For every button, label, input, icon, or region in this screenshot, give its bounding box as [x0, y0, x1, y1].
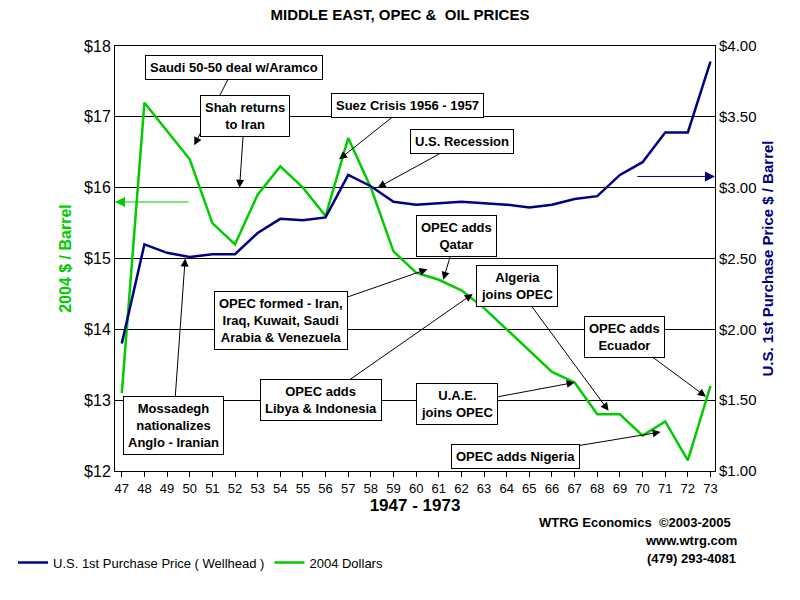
- svg-text:62: 62: [454, 481, 468, 496]
- svg-text:$17: $17: [84, 108, 111, 125]
- svg-text:71: 71: [658, 481, 672, 496]
- svg-text:Algeriajoins OPEC: Algeriajoins OPEC: [481, 270, 553, 302]
- svg-text:$1.50: $1.50: [719, 391, 757, 408]
- svg-text:63: 63: [477, 481, 491, 496]
- svg-text:65: 65: [522, 481, 536, 496]
- svg-text:68: 68: [590, 481, 604, 496]
- svg-text:70: 70: [635, 481, 649, 496]
- svg-text:$2.50: $2.50: [719, 250, 757, 267]
- svg-text:(479) 293-4081: (479) 293-4081: [647, 551, 736, 566]
- svg-text:OPEC addsQatar: OPEC addsQatar: [421, 220, 492, 252]
- svg-text:48: 48: [137, 481, 151, 496]
- svg-text:64: 64: [499, 481, 513, 496]
- svg-text:56: 56: [318, 481, 332, 496]
- svg-text:73: 73: [703, 481, 717, 496]
- svg-text:$14: $14: [84, 321, 111, 338]
- svg-text:1947 - 1973: 1947 - 1973: [370, 496, 461, 515]
- svg-text:$18: $18: [84, 38, 111, 55]
- svg-text:72: 72: [681, 481, 695, 496]
- svg-text:$16: $16: [84, 179, 111, 196]
- svg-text:2004 Dollars: 2004 Dollars: [309, 556, 382, 571]
- svg-text:49: 49: [160, 481, 174, 496]
- svg-text:MIDDLE EAST, OPEC & OIL PRICE: MIDDLE EAST, OPEC & OIL PRICES: [271, 6, 530, 23]
- svg-text:$15: $15: [84, 250, 111, 267]
- svg-text:OPEC addsLibya & Indonesia: OPEC addsLibya & Indonesia: [265, 384, 377, 416]
- svg-text:$2.00: $2.00: [719, 321, 757, 338]
- svg-text:$1.00: $1.00: [719, 462, 757, 479]
- svg-text:$4.00: $4.00: [719, 37, 757, 54]
- svg-text:$13: $13: [84, 392, 111, 409]
- svg-text:$3.00: $3.00: [719, 179, 757, 196]
- svg-text:U.S. 1st Purchase Price $ / Ba: U.S. 1st Purchase Price $ / Barrel: [759, 141, 776, 377]
- svg-text:53: 53: [250, 481, 264, 496]
- svg-text:U.S. 1st Purchase Price ( Well: U.S. 1st Purchase Price ( Wellhead ): [53, 556, 264, 571]
- svg-text:58: 58: [364, 481, 378, 496]
- svg-text:2004 $ / Barrel: 2004 $ / Barrel: [57, 204, 74, 313]
- svg-text:60: 60: [409, 481, 423, 496]
- svg-text:50: 50: [182, 481, 196, 496]
- svg-text:www.wtrg.com: www.wtrg.com: [645, 533, 737, 548]
- svg-text:MossadeghnationalizesAnglo - I: MossadeghnationalizesAnglo - Iranian: [128, 401, 219, 450]
- svg-text:U.A.E.joins OPEC: U.A.E.joins OPEC: [421, 388, 493, 420]
- svg-text:51: 51: [205, 481, 219, 496]
- svg-text:OPEC adds Nigeria: OPEC adds Nigeria: [456, 449, 575, 464]
- svg-text:52: 52: [228, 481, 242, 496]
- svg-text:WTRG Economics ©2003-2005: WTRG Economics ©2003-2005: [539, 515, 731, 530]
- svg-text:Shah returnsto Iran: Shah returnsto Iran: [205, 100, 285, 132]
- svg-text:$3.50: $3.50: [719, 108, 757, 125]
- svg-text:61: 61: [432, 481, 446, 496]
- svg-text:$12: $12: [84, 463, 111, 480]
- svg-text:67: 67: [567, 481, 581, 496]
- svg-text:54: 54: [273, 481, 287, 496]
- svg-text:47: 47: [115, 481, 129, 496]
- svg-text:Saudi 50-50 deal w/Aramco: Saudi 50-50 deal w/Aramco: [150, 60, 318, 75]
- svg-text:U.S. Recession: U.S. Recession: [415, 134, 509, 149]
- svg-text:55: 55: [296, 481, 310, 496]
- svg-text:57: 57: [341, 481, 355, 496]
- svg-text:OPEC addsEcuador: OPEC addsEcuador: [589, 321, 660, 353]
- svg-text:66: 66: [545, 481, 559, 496]
- svg-text:Suez Crisis 1956 - 1957: Suez Crisis 1956 - 1957: [336, 98, 479, 113]
- svg-text:OPEC formed - Iran,Iraq, Kuwai: OPEC formed - Iran,Iraq, Kuwait, SaudiAr…: [219, 296, 343, 345]
- svg-text:69: 69: [613, 481, 627, 496]
- svg-text:59: 59: [386, 481, 400, 496]
